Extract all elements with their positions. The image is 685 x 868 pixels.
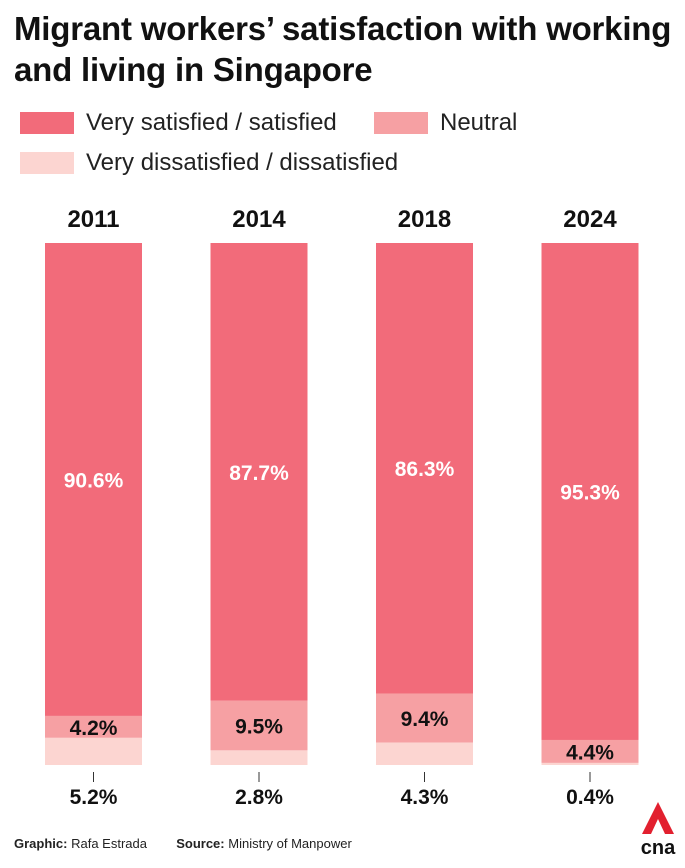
bar-segment-satisfied xyxy=(376,243,473,694)
year-label: 2011 xyxy=(67,206,119,233)
stacked-bar-chart: 2011 90.6% 4.2% 5.2% 2014 87.7% 9.5% 2.8% 2018 86… xyxy=(45,206,639,809)
legend-swatch-neutral xyxy=(374,112,428,134)
data-label-dissatisfied: 2.8% xyxy=(235,786,283,809)
chart-title: Migrant workers’ satisfaction with worki… xyxy=(14,10,672,88)
graphic-label: Graphic: xyxy=(14,836,68,851)
bar-segment-satisfied xyxy=(541,243,639,740)
cna-logo-text: cna xyxy=(641,837,676,858)
source-credit: Ministry of Manpower xyxy=(228,836,352,851)
data-label-neutral: 9.4% xyxy=(401,708,449,731)
legend-swatch-dissatisfied xyxy=(20,152,74,174)
data-label-neutral: 9.5% xyxy=(235,716,283,739)
data-label-satisfied: 86.3% xyxy=(395,458,455,481)
year-label: 2018 xyxy=(398,206,451,233)
data-label-satisfied: 87.7% xyxy=(229,462,289,485)
legend-swatch-satisfied xyxy=(20,112,74,134)
data-label-neutral: 4.2% xyxy=(70,717,118,740)
data-label-dissatisfied: 5.2% xyxy=(70,786,118,809)
bar-segment-dissatisfied xyxy=(376,742,473,765)
bar-segment-dissatisfied xyxy=(210,750,308,765)
bar-segment-dissatisfied xyxy=(45,737,142,765)
legend-item-neutral: Neutral xyxy=(374,109,517,137)
source-label: Source: xyxy=(176,836,225,851)
data-label-dissatisfied: 0.4% xyxy=(566,786,614,809)
bar-segment-satisfied xyxy=(45,243,142,716)
year-label: 2024 xyxy=(563,206,617,233)
data-label-neutral: 4.4% xyxy=(566,741,614,764)
legend-item-satisfied: Very satisfied / satisfied xyxy=(20,109,337,137)
year-label: 2014 xyxy=(232,206,286,233)
legend-label-satisfied: Very satisfied / satisfied xyxy=(86,109,337,136)
cna-logo-mark xyxy=(642,802,674,834)
data-label-satisfied: 95.3% xyxy=(560,481,620,504)
bar-segment-neutral xyxy=(541,739,639,763)
graphic-credit: Rafa Estrada xyxy=(71,836,147,851)
footer: Graphic: Rafa Estrada Source: Ministry o… xyxy=(14,836,352,851)
legend-label-neutral: Neutral xyxy=(440,109,518,136)
data-label-satisfied: 90.6% xyxy=(64,469,124,492)
bar-segment-satisfied xyxy=(210,243,308,701)
legend-label-dissatisfied: Very dissatisfied / dissatisfied xyxy=(86,149,399,176)
bar-segment-dissatisfied xyxy=(541,762,639,765)
cna-logo: cna xyxy=(641,802,676,858)
bar-segment-neutral xyxy=(376,693,473,743)
bar-segment-neutral xyxy=(210,700,308,751)
bar-segment-neutral xyxy=(45,715,142,738)
legend-item-dissatisfied: Very dissatisfied / dissatisfied xyxy=(20,149,398,177)
data-label-dissatisfied: 4.3% xyxy=(401,786,449,809)
